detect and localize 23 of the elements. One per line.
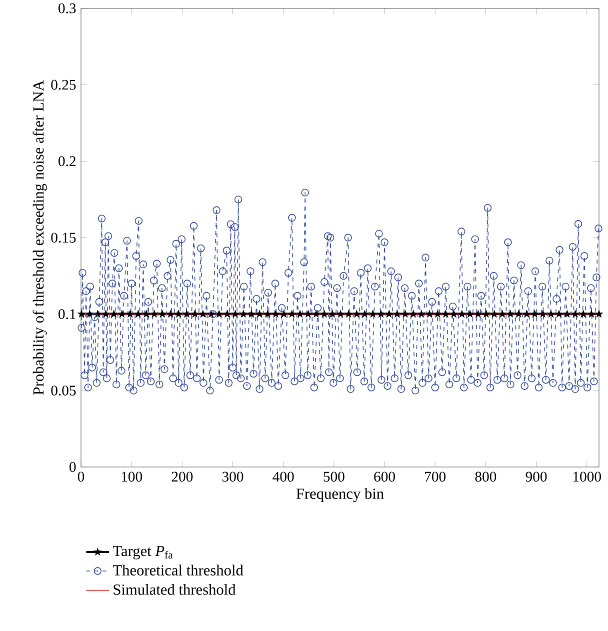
y-tick-label: 0.3 [58,3,76,14]
x-tick-label: 500 [324,472,344,482]
y-tick-label: 0.15 [51,232,76,243]
y-tick-label: 0.25 [51,80,76,90]
y-tick-label: 0.2 [58,156,76,166]
x-tick-label: 900 [526,472,547,482]
legend-label: Theoretical threshold [112,564,244,576]
legend-label: Simulated threshold [114,584,236,595]
x-tick-label: 700 [425,472,446,482]
x-tick-label: 100 [122,472,142,482]
y-tick-label: 0.1 [58,309,76,320]
x-tick-label: 1000 [573,472,601,482]
x-tick-label: 300 [222,472,244,482]
x-tick-label: 400 [272,472,294,482]
y-tick-label: 0.05 [51,386,76,396]
y-axis-title: Probability of threshold exceeding noise after LNA [32,80,47,395]
legend-label: Target P$_{fa}$ [112,546,173,560]
x-tick-label: 0 [78,472,84,482]
y-tick-label: 0 [70,462,76,472]
x-tick-label: 200 [172,472,193,482]
x-tick-label: 600 [374,472,395,482]
x-tick-label: 800 [475,472,496,482]
x-axis-title: Frequency bin [296,488,384,502]
